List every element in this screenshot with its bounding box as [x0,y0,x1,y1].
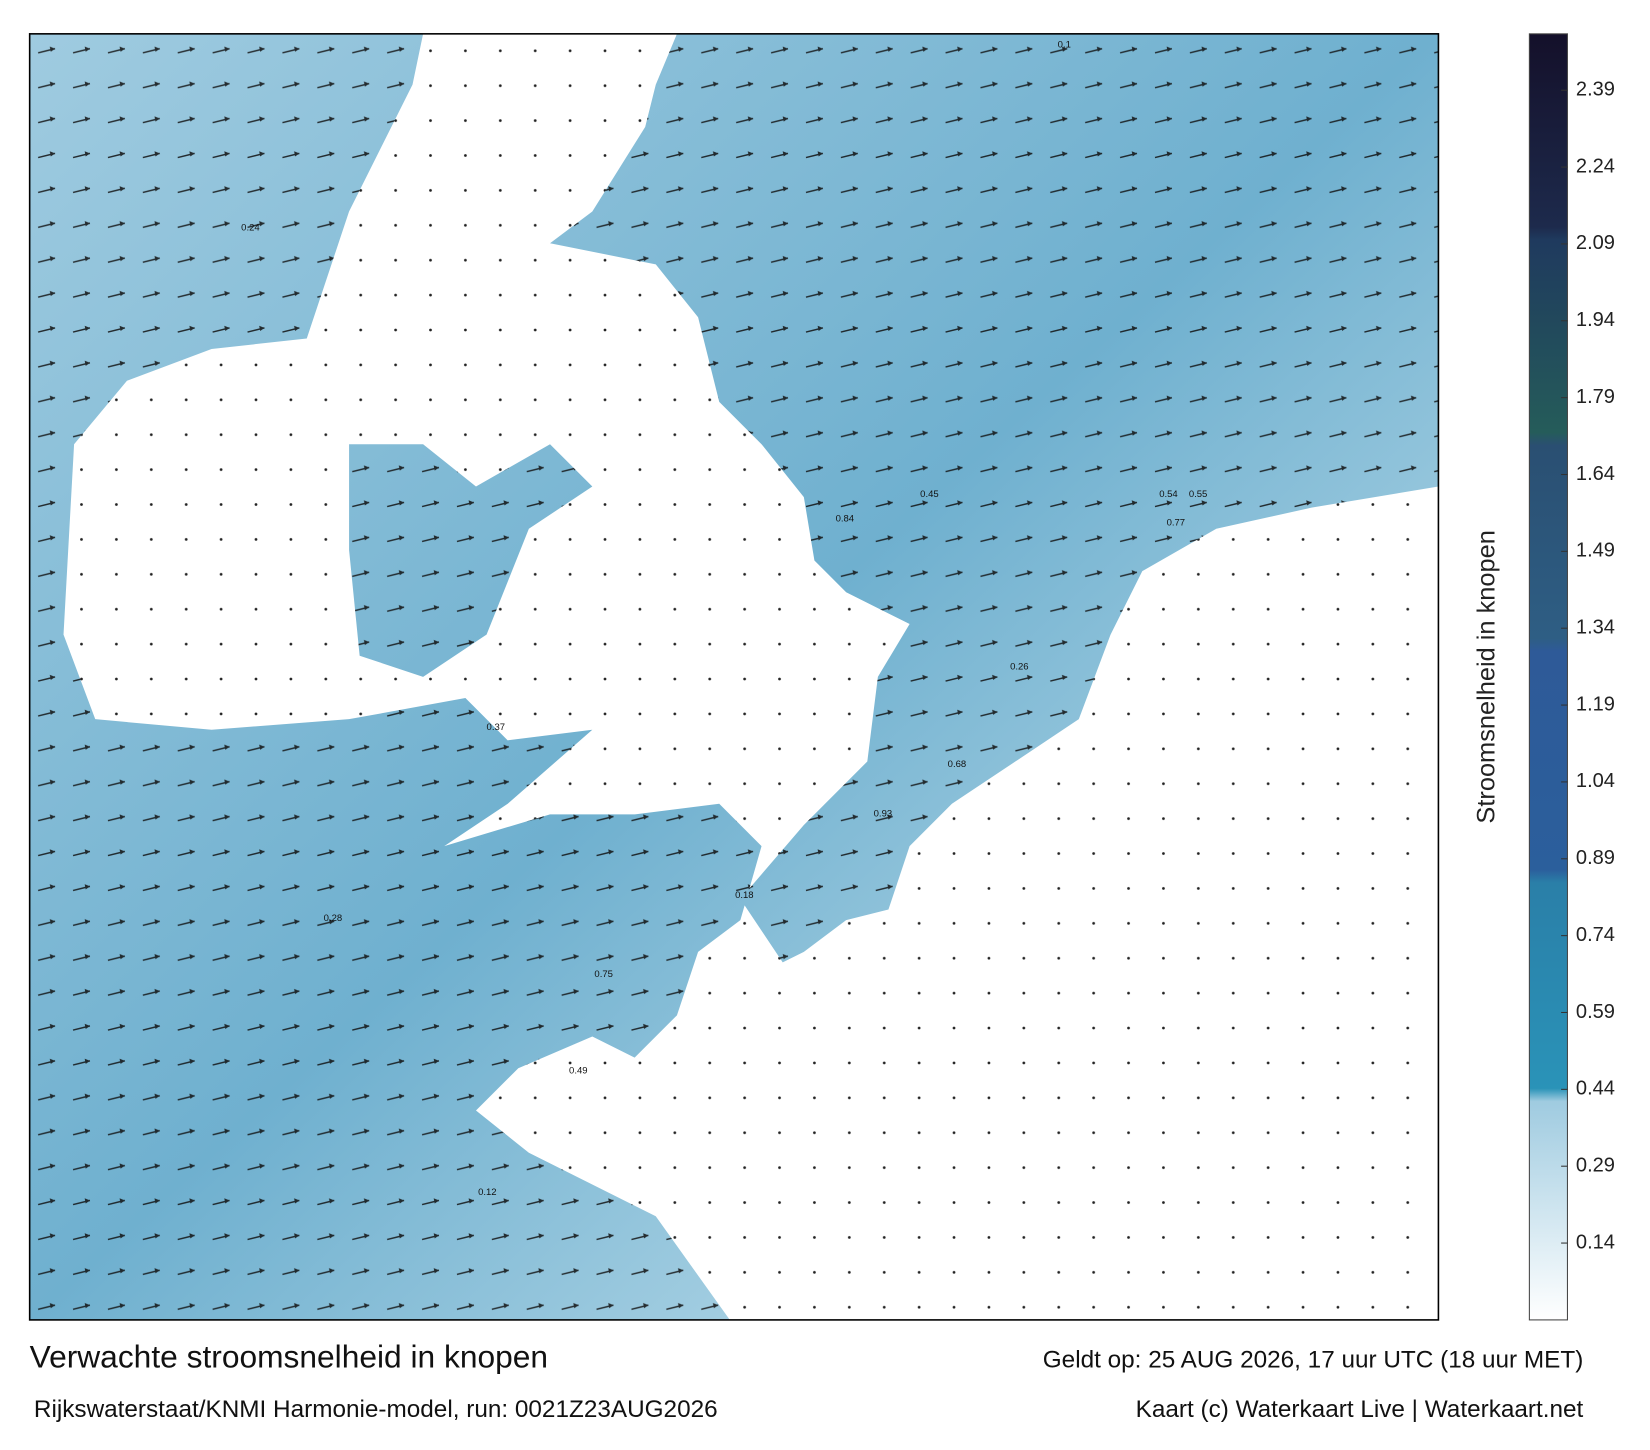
current-label: 0.28 [324,913,342,924]
subtitle: Rijkswaterstaat/KNMI Harmonie-model, run… [34,1396,718,1423]
current-label: 0.18 [735,890,754,901]
colorbar-tick-label: 0.44 [1576,1078,1615,1100]
current-label: 0.24 [241,223,260,234]
current-label: 0.84 [836,513,855,524]
current-label: 0.49 [569,1065,588,1076]
colorbar-tick-label: 1.79 [1576,386,1615,408]
current-label: 0.54 [1159,489,1178,500]
colorbar-tick-label: 1.04 [1576,770,1615,792]
title: Verwachte stroomsnelheid in knopen [30,1339,548,1375]
current-label: 0.26 [1010,661,1029,672]
credit: Kaart (c) Waterkaart Live | Waterkaart.n… [1136,1396,1584,1423]
colorbar-tick-label: 0.59 [1576,1001,1615,1023]
colorbar-tick-label: 1.34 [1576,617,1615,639]
current-label: 0.37 [487,722,506,733]
map-frame [28,33,1440,1321]
map [29,33,1439,1320]
current-label: 0.1 [1058,40,1071,51]
colorbar-tick-label: 0.89 [1576,847,1615,869]
current-label: 0.45 [920,489,939,500]
colorbar-tick-label: 2.09 [1576,232,1615,254]
map-labels: 0.84 0.77 0.93 0.75 0.68 0.54 0.49 0.45 0.26 0.18… [241,40,1207,1199]
colorbar-tick-label: 1.94 [1576,309,1615,331]
colorbar-tick-label: 1.49 [1576,540,1615,562]
colorbar-tick-label: 0.29 [1576,1155,1615,1177]
current-label: 0.55 [1189,489,1208,500]
current-label: 0.75 [594,969,613,980]
colorbar-tick-label: 2.24 [1576,155,1615,177]
colorbar-tick-label: 1.19 [1576,693,1615,715]
colorbar-tick-label: 0.14 [1576,1231,1615,1253]
current-label: 0.68 [948,759,966,770]
current-label: 0.77 [1167,518,1186,529]
current-label: 0.93 [874,808,893,819]
colorbar-ticks: 0.14 0.29 0.44 0.59 0.74 0.89 1.04 1.19 1.34 1.49… [1561,79,1615,1253]
colorbar [1528,33,1568,1321]
valid-time: Geldt op: 25 AUG 2026, 17 uur UTC (18 uu… [1043,1347,1584,1374]
colorbar-label: Stroomsnelheid in knopen [1472,530,1500,823]
colorbar-tick-label: 1.64 [1576,463,1615,485]
colorbar-tick-label: 2.39 [1576,79,1615,101]
current-label: 0.12 [478,1187,497,1198]
colorbar-tick-label: 0.74 [1576,924,1615,946]
